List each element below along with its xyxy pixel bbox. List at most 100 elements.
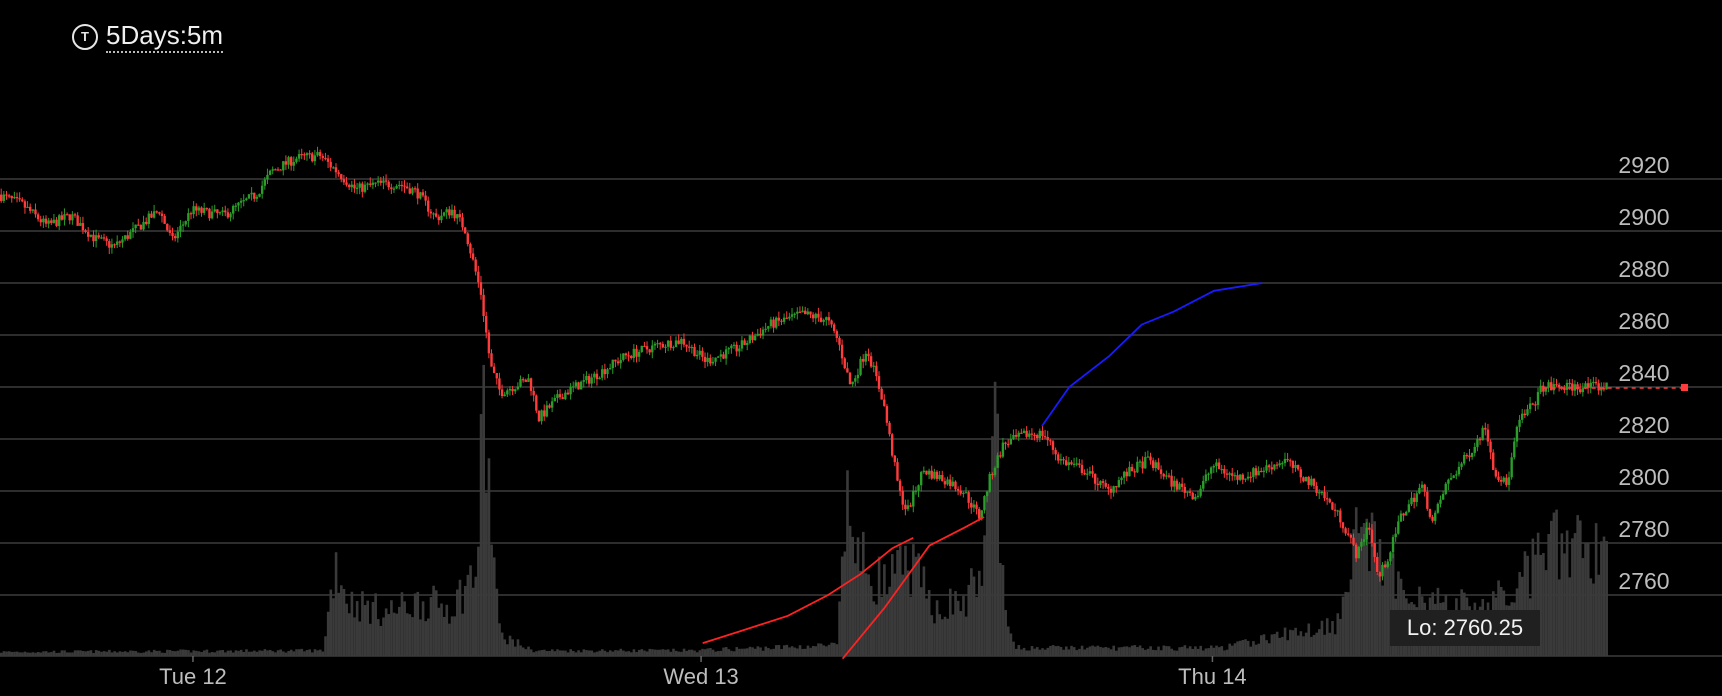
timeframe-label[interactable]: 5Days:5m <box>106 20 224 53</box>
volume-bar <box>1133 645 1137 656</box>
candle <box>1115 485 1118 493</box>
volume-bar <box>324 636 327 656</box>
volume-bar <box>1204 648 1208 656</box>
candle <box>769 316 773 329</box>
volume-bar <box>682 648 686 656</box>
volume-bar <box>26 652 29 656</box>
volume-bar <box>15 651 19 656</box>
candle <box>1035 433 1039 443</box>
volume-bar <box>941 619 944 656</box>
candle <box>1412 493 1416 509</box>
candle <box>292 156 296 171</box>
volume-bar <box>308 649 312 656</box>
volume-bar <box>991 436 994 656</box>
candle <box>55 217 58 227</box>
volume-bar <box>527 646 530 656</box>
volume-bar <box>1315 632 1318 656</box>
volume-bar <box>635 651 638 656</box>
volume-bar <box>1196 648 1200 656</box>
candle <box>1502 476 1505 484</box>
candle <box>759 327 762 339</box>
volume-bar <box>727 649 731 656</box>
candle <box>1539 379 1542 395</box>
volume-bar <box>724 647 728 656</box>
candle <box>869 352 873 369</box>
volume-bar <box>653 649 657 656</box>
volume-bar <box>1304 632 1308 656</box>
volume-bar <box>545 650 549 656</box>
candle <box>941 470 944 482</box>
candle <box>226 208 230 219</box>
candle <box>1117 476 1121 488</box>
volume-bar <box>1294 627 1297 656</box>
candle <box>569 383 572 400</box>
volume-bar <box>2 651 6 656</box>
candle <box>1062 456 1065 465</box>
candle <box>92 230 95 247</box>
volume-bar <box>34 652 37 656</box>
candle <box>289 155 293 171</box>
volume-bar <box>1238 640 1242 656</box>
low-price-label: Lo: 2760.25 <box>1390 610 1540 646</box>
volume-bar <box>819 643 823 656</box>
candle <box>1370 524 1374 547</box>
volume-bar <box>1563 553 1566 656</box>
volume-bar <box>848 525 852 656</box>
candle <box>1217 458 1221 470</box>
candle <box>121 236 124 248</box>
volume-bar <box>263 649 267 656</box>
volume-bar <box>1281 636 1284 656</box>
volume-bar <box>7 651 11 656</box>
volume-bar <box>680 651 683 656</box>
volume-bar <box>585 650 588 656</box>
candle <box>65 212 69 216</box>
volume-bar <box>927 589 931 656</box>
volume-bar <box>611 651 615 656</box>
volume-bar <box>471 587 475 656</box>
candle <box>777 311 781 327</box>
volume-bar <box>666 649 670 656</box>
candle <box>187 208 190 228</box>
candle <box>548 403 551 409</box>
candle <box>295 156 298 164</box>
candle <box>1249 471 1252 483</box>
candle <box>218 211 222 216</box>
volume-bar <box>851 536 855 656</box>
candle <box>142 215 145 231</box>
candle <box>1030 428 1034 441</box>
candle <box>1009 433 1013 445</box>
candle <box>964 487 968 494</box>
volume-bar <box>303 651 306 656</box>
candle <box>938 470 941 481</box>
volume-bar <box>361 591 364 656</box>
volume-bar <box>342 588 346 656</box>
timeframe-selector[interactable]: T 5Days:5m <box>72 20 224 53</box>
volume-bar <box>1254 644 1258 656</box>
candle <box>846 362 849 373</box>
volume-bar <box>751 647 754 656</box>
volume-bar <box>450 616 454 656</box>
candle <box>1391 534 1395 559</box>
candle <box>263 176 267 190</box>
candle <box>1220 464 1223 474</box>
candle <box>1038 428 1042 442</box>
volume-bar <box>113 651 116 656</box>
volume-bar <box>1051 645 1055 656</box>
volume-bar <box>1246 640 1250 656</box>
candle <box>1365 522 1368 546</box>
candle <box>118 240 122 248</box>
y-tick-label: 2780 <box>1618 516 1669 542</box>
candle <box>801 306 804 313</box>
volume-bar <box>1125 646 1129 656</box>
volume-bar <box>898 545 902 656</box>
candle <box>1492 449 1495 471</box>
candle <box>1033 432 1036 441</box>
candle <box>79 217 82 227</box>
candle <box>1333 503 1337 518</box>
volume-bar <box>540 650 543 656</box>
candle <box>785 311 788 320</box>
candle <box>999 451 1002 459</box>
volume-bar <box>822 645 826 656</box>
volume-bar <box>1310 636 1313 656</box>
